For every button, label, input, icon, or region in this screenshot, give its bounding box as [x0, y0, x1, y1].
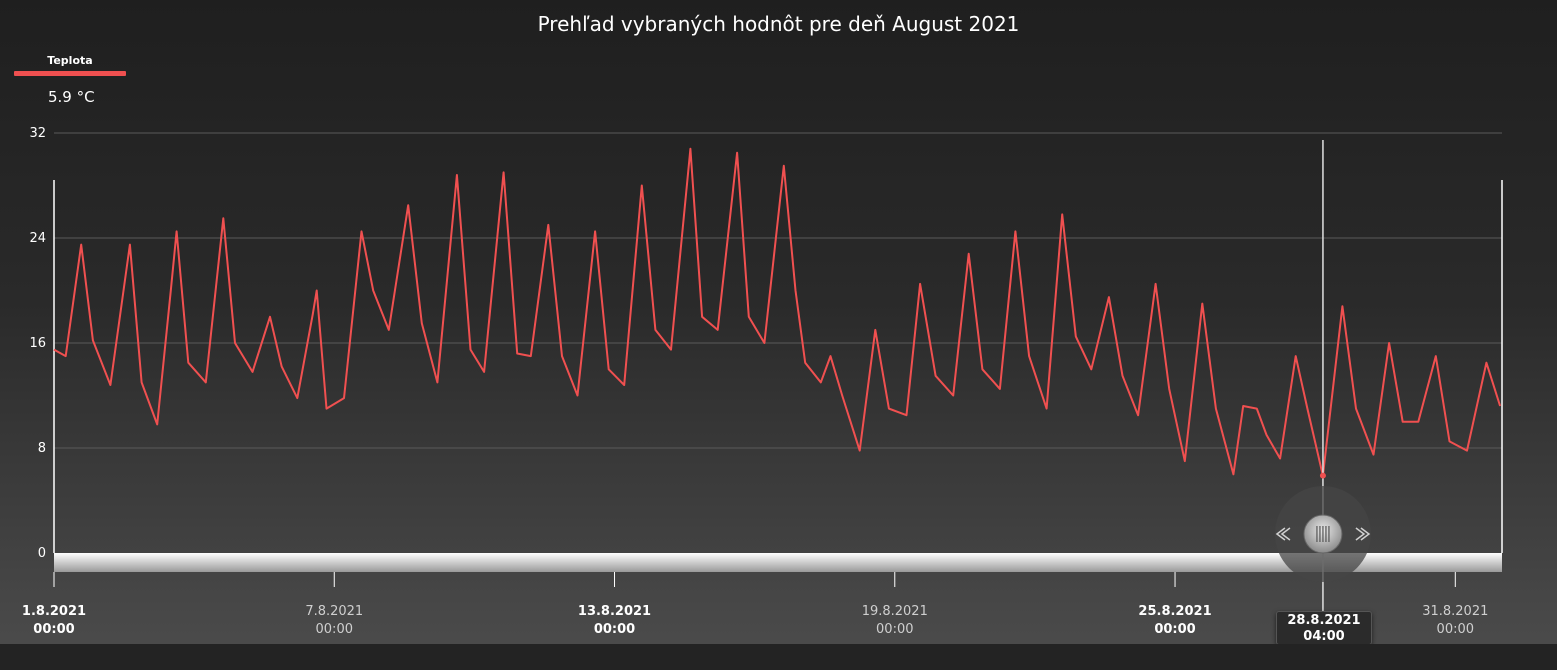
y-tick-label: 24	[29, 231, 46, 246]
x-tick: 19.8.2021 00:00	[862, 572, 928, 637]
x-tick-date: 7.8.2021	[305, 604, 363, 619]
x-tick-date: 13.8.2021	[578, 604, 651, 619]
cursor-layer[interactable]	[1274, 140, 1371, 612]
x-tick: 25.8.2021 00:00	[1138, 572, 1212, 637]
series-line-teplota	[53, 147, 1502, 477]
x-tick-date: 25.8.2021	[1138, 604, 1211, 619]
x-tick-date: 19.8.2021	[862, 604, 928, 619]
scrollbar-track	[54, 553, 1502, 572]
x-tick-time: 00:00	[316, 622, 353, 637]
x-tick-time: 00:00	[594, 622, 635, 637]
x-tick-time: 00:00	[33, 622, 74, 637]
x-axis: 1.8.2021 00:00 7.8.2021 00:00 13.8.2021 00:00…	[22, 572, 1488, 637]
legend-item-teplota[interactable]: Teplota	[14, 54, 126, 76]
legend-label: Teplota	[47, 54, 93, 67]
navigator-right-arrow-icon[interactable]	[1355, 527, 1371, 541]
x-tick-time: 00:00	[876, 622, 913, 637]
cursor-tooltip-date: 28.8.2021	[1287, 613, 1361, 628]
x-tick: 13.8.2021 00:00	[578, 572, 651, 637]
y-tick-label: 0	[38, 546, 46, 561]
x-tick-time: 00:00	[1437, 622, 1474, 637]
x-tick: 7.8.2021 00:00	[305, 572, 363, 637]
legend-current-value: 5.9 °C	[48, 88, 95, 106]
cursor-tooltip-time: 04:00	[1303, 629, 1345, 644]
y-tick-label: 32	[29, 126, 46, 141]
x-tick-date: 31.8.2021	[1422, 604, 1488, 619]
y-axis: 0 8 16 24 32	[29, 126, 1503, 561]
cursor-point	[1319, 472, 1326, 479]
legend-color-swatch	[14, 71, 126, 76]
navigator-left-arrow-icon[interactable]	[1275, 527, 1291, 541]
y-tick-label: 8	[38, 441, 46, 456]
series-layer	[53, 147, 1502, 477]
x-tick: 31.8.2021 00:00	[1422, 572, 1488, 637]
grid-layer	[54, 132, 1502, 449]
x-tick: 1.8.2021 00:00	[22, 572, 86, 637]
x-tick-time: 00:00	[1154, 622, 1195, 637]
x-tick-date: 1.8.2021	[22, 604, 86, 619]
range-scrollbar[interactable]	[54, 553, 1502, 572]
chart-title: Prehľad vybraných hodnôt pre deň August …	[537, 12, 1020, 36]
cursor-tooltip: 28.8.2021 04:00	[1276, 611, 1372, 645]
y-tick-label: 16	[29, 336, 46, 351]
